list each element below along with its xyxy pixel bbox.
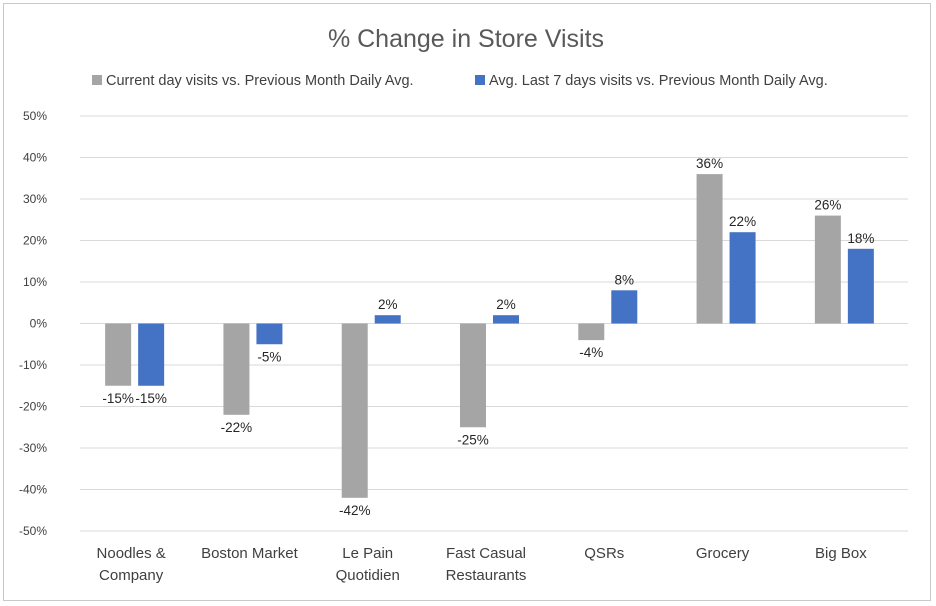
bar <box>223 323 250 415</box>
category-label: Big Box <box>815 545 867 562</box>
bar <box>105 323 132 386</box>
legend-label: Avg. Last 7 days visits vs. Previous Mon… <box>489 73 828 89</box>
y-tick-label: -30% <box>19 441 47 455</box>
y-tick-label: -50% <box>19 524 47 538</box>
x-axis-categories: Noodles & Company Boston Market Le Pain Quot… <box>97 545 868 584</box>
data-label: -42% <box>339 503 371 518</box>
y-axis-ticks: 50% 40% 30% 20% 10% 0% -10% -20% -30% -40% -50% <box>19 109 47 538</box>
category-label: Quotidien <box>336 567 400 584</box>
data-label: 18% <box>847 231 874 246</box>
bar <box>611 290 638 324</box>
y-tick-label: -20% <box>19 400 47 414</box>
legend-swatch <box>475 75 485 85</box>
bar <box>374 315 401 324</box>
y-tick-label: 50% <box>23 109 47 123</box>
data-label: 22% <box>729 214 756 229</box>
y-tick-label: 10% <box>23 275 47 289</box>
chart-frame <box>3 3 931 601</box>
data-label: 8% <box>615 272 635 287</box>
bar <box>138 323 165 386</box>
category-label: Fast Casual <box>446 545 526 562</box>
bar <box>256 323 283 345</box>
y-tick-label: -40% <box>19 483 47 497</box>
bar <box>578 323 605 341</box>
data-label: 26% <box>814 198 841 213</box>
bar <box>814 215 841 324</box>
y-tick-label: 40% <box>23 151 47 165</box>
bar <box>847 248 874 324</box>
data-label: 2% <box>496 297 516 312</box>
category-label: Company <box>99 567 164 584</box>
bar <box>493 315 519 324</box>
data-label: -5% <box>257 349 281 364</box>
category-label: Boston Market <box>201 545 299 562</box>
data-label: 2% <box>378 297 398 312</box>
bar <box>341 323 368 498</box>
data-label: -22% <box>221 420 253 435</box>
bar <box>729 232 756 324</box>
bar <box>460 323 486 428</box>
data-labels: -15% -22% -42% -25% -4% 36% 26% -15% -5% 2% 2% 8% 22… <box>102 156 874 518</box>
legend: Current day visits vs. Previous Month Da… <box>92 73 828 89</box>
category-label: QSRs <box>584 545 624 562</box>
data-label: 36% <box>696 156 723 171</box>
bars <box>105 174 874 498</box>
category-label: Noodles & <box>97 545 166 562</box>
category-label: Le Pain <box>342 545 393 562</box>
data-label: -15% <box>102 391 134 406</box>
chart-title: % Change in Store Visits <box>328 25 604 53</box>
legend-swatch <box>92 75 102 85</box>
category-label: Grocery <box>696 545 750 562</box>
y-tick-label: 20% <box>23 234 47 248</box>
gridlines <box>80 115 908 532</box>
y-tick-label: 30% <box>23 192 47 206</box>
data-label: -15% <box>135 391 167 406</box>
y-tick-label: -10% <box>19 358 47 372</box>
y-tick-label: 0% <box>30 317 48 331</box>
data-label: -25% <box>457 432 489 447</box>
category-label: Restaurants <box>446 567 527 584</box>
legend-label: Current day visits vs. Previous Month Da… <box>106 73 414 89</box>
bar <box>696 174 723 324</box>
data-label: -4% <box>579 345 603 360</box>
